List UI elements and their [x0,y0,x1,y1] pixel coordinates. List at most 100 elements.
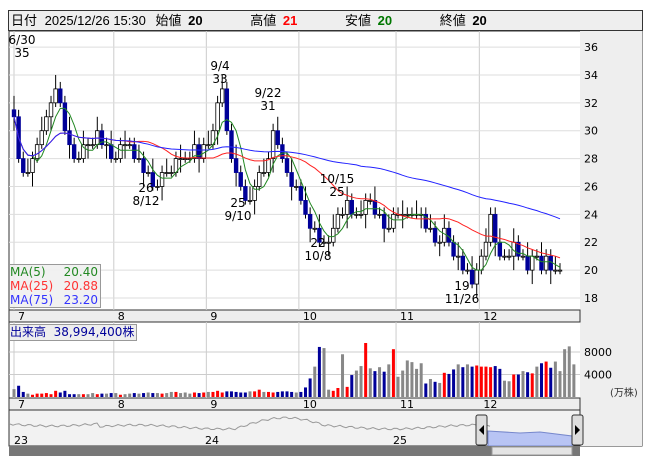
volume-bar [410,362,414,397]
candle-body [543,255,549,271]
volume-bar [345,386,349,397]
candle-body [437,241,442,244]
month-label: 9 [210,398,217,411]
volume-bar [146,392,150,397]
volume-bar [188,393,192,397]
volume-bar [26,393,30,397]
volume-bar [179,393,183,397]
volume-bar [419,363,423,397]
volume-bar [216,390,220,397]
candle-body [11,109,17,118]
candle-body [344,200,350,215]
volume-bar [368,368,372,397]
candle-body [516,241,521,257]
ma5-line [13,107,561,271]
volume-bar [114,393,118,397]
ma5-legend: MA(5) 20.40 [10,265,98,279]
volume-tick-label: 4000 [584,369,612,382]
candle-body [548,255,553,271]
candle-body [321,241,327,244]
price-tick-label: 18 [584,292,598,305]
price-tick-label: 26 [584,180,598,193]
annotation-value: 35 [14,46,29,60]
candle-body [233,158,239,173]
volume-bar [299,391,303,397]
candle-body [145,172,151,174]
candle-body [229,130,234,160]
candle-body [71,144,77,160]
volume-bar [91,393,95,397]
volume-bar [105,393,109,397]
volume-bar [539,363,543,397]
candle-body [108,144,114,160]
volume-bar [160,393,164,397]
annotation-date: 10/15 [320,172,355,186]
volume-bar [202,392,206,397]
navigator-year-label: 24 [205,434,219,447]
candle-body [275,130,280,146]
volume-bar [308,378,312,397]
candle-body [150,172,156,187]
candle-body [243,186,248,201]
candle-body [497,241,503,257]
volume-bar [151,393,155,397]
high-value: 21 [282,13,298,28]
candle-body [238,172,243,187]
candle-body [331,227,336,243]
volume-bar [95,394,99,397]
candle-body [220,88,225,104]
navigator-right-handle-arrow [575,425,580,435]
candle-body [442,227,447,243]
candle-body [118,144,123,160]
volume-bar [142,393,146,397]
annotation-date: 11/26 [445,292,480,306]
candle-body [363,200,368,215]
price-tick-label: 34 [584,69,598,82]
volume-bar [507,381,511,397]
candle-body [460,255,466,271]
volume-bar [553,361,557,397]
candle-body [247,200,253,202]
candle-body [502,255,507,258]
volume-bar [100,393,104,397]
volume-bar [12,389,16,397]
volume-bar [354,370,358,397]
scrollbar-thumb[interactable] [491,446,573,456]
candle-body [506,255,512,258]
month-label: 11 [400,398,414,411]
price-tick-label: 28 [584,153,598,166]
volume-bar [502,380,506,397]
candle-body [53,88,58,104]
volume-bar [68,394,72,397]
volume-bar [63,390,67,397]
volume-bar [563,349,567,397]
candle-body [465,269,470,272]
navigator-history-line [9,416,491,431]
volume-bar [248,391,252,397]
candle-body [224,88,230,132]
candle-body [405,213,410,216]
candle-body [67,130,72,146]
annotation-date: 8/12 [133,194,160,208]
price-tick-label: 22 [584,236,598,249]
candle-body [539,255,544,271]
volume-bar [276,391,280,397]
candle-body [423,213,429,229]
candle-body [557,269,563,272]
ohlc-header: 日付 2025/12/26 15:30 始値 20 高値 21 安値 20 終値… [8,10,643,31]
candle-body [201,144,206,160]
candle-body [261,172,267,174]
candle-body [122,144,128,147]
volume-bar [530,373,534,397]
candle-body [298,186,304,201]
candle-body [252,186,257,201]
candle-body [377,213,382,216]
volume-bar [567,346,571,397]
annotation-value: 19 [454,279,469,293]
navigator-year-label: 25 [393,434,407,447]
volume-bar [304,387,308,397]
candle-body [164,172,169,174]
volume-bar [558,371,562,397]
